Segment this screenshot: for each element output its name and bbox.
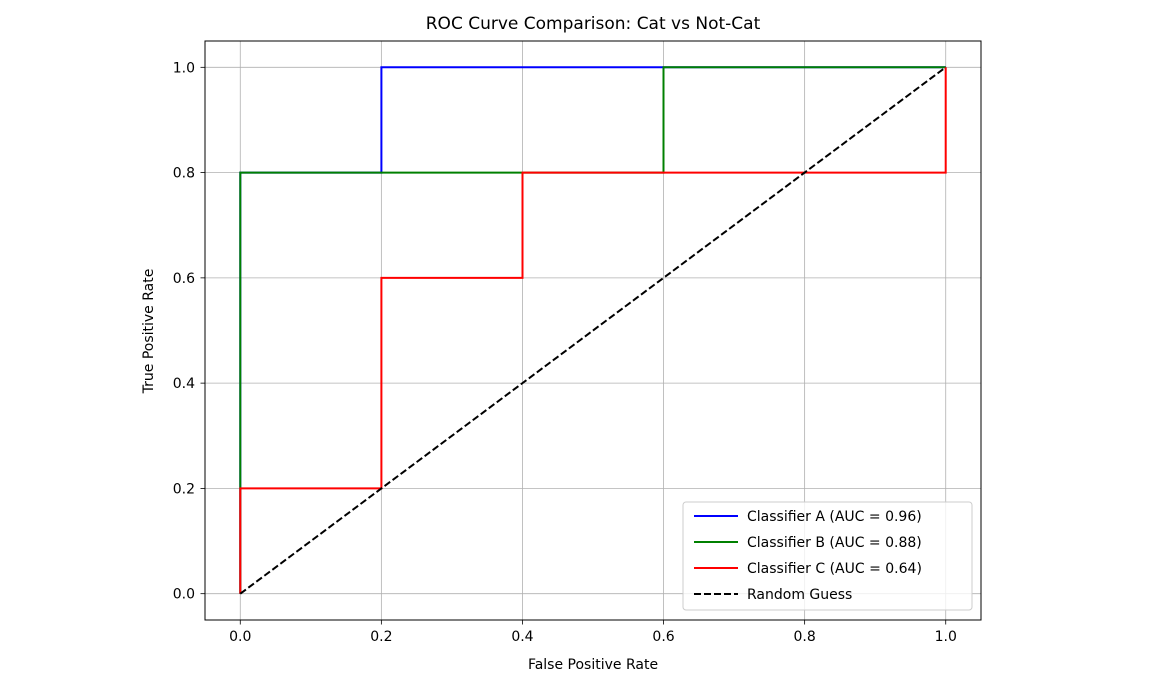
axis-ticks: 0.0 0.2 0.4 0.6 0.8 1.0 0.0 0.2 0.4 0.6 0.8 1.0 <box>173 60 957 645</box>
y-tick-label: 0.2 <box>173 481 195 497</box>
series-line-random-guess <box>239 66 947 595</box>
x-tick-label: 1.0 <box>935 629 957 645</box>
plot-area-frame <box>204 40 982 621</box>
x-tick-label: 0.2 <box>370 629 392 645</box>
chart-title: ROC Curve Comparison: Cat vs Not-Cat <box>426 14 761 34</box>
series-lines <box>239 66 947 595</box>
y-tick-label: 0.4 <box>173 376 195 392</box>
legend-label: Random Guess <box>747 587 852 603</box>
y-tick-label: 1.0 <box>173 60 195 76</box>
x-tick-label: 0.4 <box>511 629 533 645</box>
legend: Classifier A (AUC = 0.96) Classifier B (A… <box>682 501 973 611</box>
x-tick-label: 0.6 <box>652 629 674 645</box>
legend-box <box>682 501 973 611</box>
y-axis-label: True Positive Rate <box>141 269 157 395</box>
series-line-classifier-c-auc-0-64 <box>239 67 947 594</box>
x-axis-label: False Positive Rate <box>528 657 658 673</box>
legend-label: Classifier A (AUC = 0.96) <box>747 509 922 525</box>
x-tick-label: 0.8 <box>794 629 816 645</box>
y-tick-label: 0.8 <box>173 166 195 182</box>
y-tick-label: 0.6 <box>173 271 195 287</box>
legend-label: Classifier B (AUC = 0.88) <box>747 535 922 551</box>
x-tick-label: 0.0 <box>229 629 251 645</box>
legend-label: Classifier C (AUC = 0.64) <box>747 561 922 577</box>
y-tick-label: 0.0 <box>173 587 195 603</box>
